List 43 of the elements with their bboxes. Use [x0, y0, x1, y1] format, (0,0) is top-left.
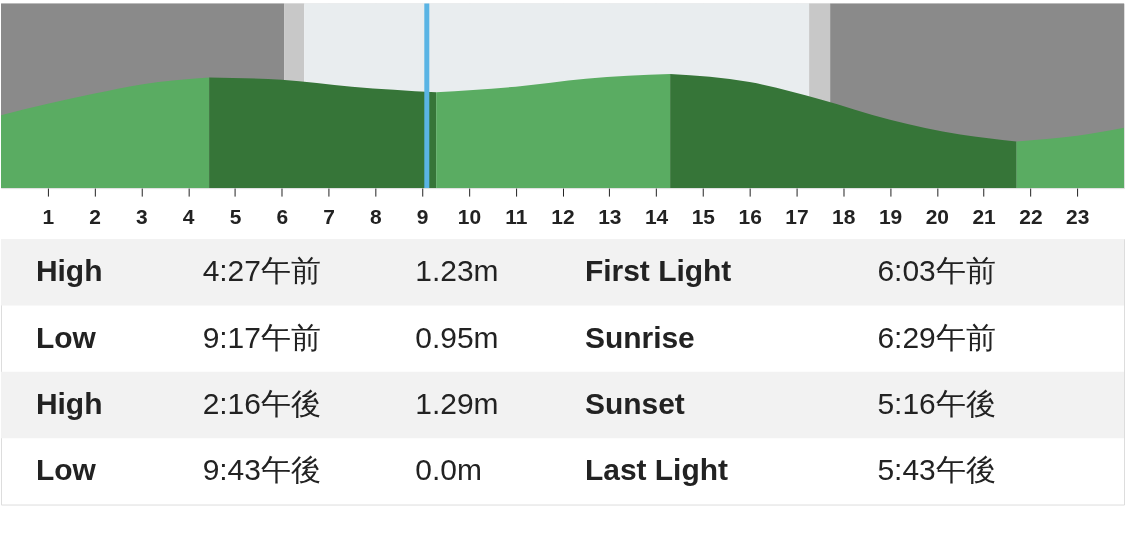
- x-tick-label: 12: [551, 204, 575, 228]
- x-tick-label: 17: [785, 204, 809, 228]
- x-tick-label: 6: [276, 204, 289, 228]
- text: 9:17午前: [202, 320, 321, 354]
- x-tick-label: 3: [136, 204, 148, 228]
- text: Sunset: [584, 386, 685, 420]
- x-tick-label: 18: [832, 204, 856, 228]
- x-tick-label: 13: [598, 204, 622, 228]
- x-tick-label: 11: [505, 204, 528, 228]
- x-tick-label: 16: [738, 204, 762, 228]
- text: First Light: [584, 254, 732, 288]
- text: Low: [35, 320, 97, 354]
- x-tick-label: 1: [42, 204, 55, 228]
- text: 2:16午後: [202, 386, 321, 420]
- x-tick-label: 23: [1066, 204, 1090, 228]
- text: Low: [35, 453, 97, 487]
- text: 1.29m: [415, 386, 499, 420]
- x-tick-label: 20: [925, 204, 949, 228]
- text: 6:03午前: [877, 254, 996, 288]
- x-tick-label: 8: [370, 204, 382, 228]
- x-tick-label: 10: [457, 204, 482, 228]
- x-tick-label: 21: [972, 204, 997, 228]
- text: High: [35, 386, 103, 420]
- text: Last Light: [584, 453, 729, 487]
- x-tick-label: 15: [691, 204, 716, 228]
- x-tick-label: 4: [182, 204, 195, 228]
- x-tick-label: 5: [229, 204, 242, 228]
- text: 0.95m: [415, 320, 499, 354]
- x-tick-label: 2: [89, 204, 101, 228]
- x-tick-label: 9: [416, 204, 429, 228]
- x-tick-label: 19: [878, 204, 903, 228]
- text: 9:43午後: [202, 453, 321, 487]
- text: Sunrise: [584, 320, 695, 354]
- x-tick-label: 14: [644, 204, 669, 228]
- text: 6:29午前: [877, 320, 996, 354]
- text: 5:16午後: [877, 386, 996, 420]
- text: 1.23m: [415, 254, 499, 288]
- text: High: [35, 254, 103, 288]
- x-tick-label: 7: [323, 204, 335, 228]
- text: 5:43午後: [877, 453, 996, 487]
- text: 0.0m: [415, 453, 482, 487]
- text: 4:27午前: [202, 254, 321, 288]
- x-tick-label: 22: [1019, 204, 1043, 228]
